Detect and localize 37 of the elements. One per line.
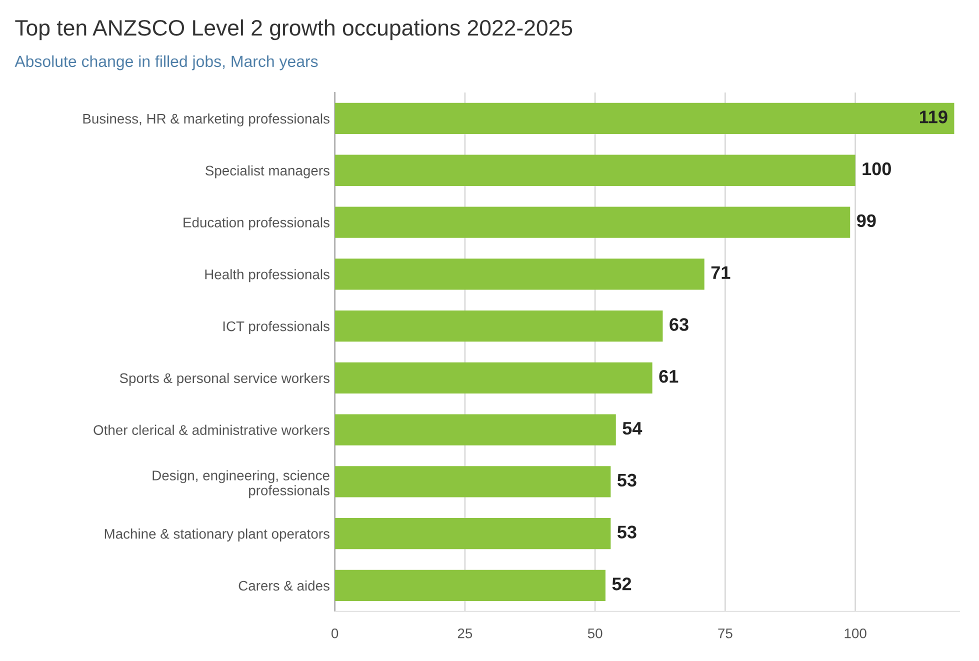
x-tick-label: 0: [332, 628, 338, 638]
y-tick-label: Sports & personal service workers: [120, 372, 330, 386]
chart-title: Top ten ANZSCO Level 2 growth occupations 2022-2025: [15, 19, 572, 40]
bar: [334, 414, 616, 446]
bar: [334, 258, 704, 290]
data-label: 54: [622, 422, 642, 435]
bar: [334, 570, 606, 602]
y-tick-label: Design, engineering, science professionals: [152, 470, 330, 498]
bar: [334, 362, 652, 394]
y-tick-label: Other clerical & administrative workers: [94, 424, 330, 435]
y-tick-label: Business, HR & marketing professionals: [83, 113, 330, 126]
x-tick-label: 100: [844, 628, 866, 638]
y-tick-label: Health professionals: [205, 269, 330, 282]
bar: [334, 154, 856, 186]
y-tick-label: ICT professionals: [223, 321, 330, 334]
x-tick-label: 50: [588, 628, 602, 638]
x-tick-label: 75: [718, 628, 732, 638]
y-tick-label: Specialist managers: [206, 165, 330, 178]
y-tick-label: Machine & stationary plant operators: [104, 528, 330, 542]
text: Absolute change in filled jobs, March years: [14, 55, 318, 70]
bar: [334, 518, 611, 550]
data-label: 53: [617, 474, 636, 487]
data-label: 119: [920, 110, 948, 124]
bar: [334, 206, 850, 238]
data-label: 63: [670, 318, 688, 331]
data-label: 71: [711, 266, 730, 279]
data-label: 99: [856, 214, 876, 228]
y-tick-label: Carers & aides: [238, 580, 330, 591]
data-label: 52: [612, 578, 632, 590]
data-label: 53: [617, 526, 636, 538]
bar: [334, 466, 611, 498]
data-label: 61: [659, 370, 678, 383]
y-tick-label: Education professionals: [184, 217, 330, 230]
data-label: 100: [862, 162, 891, 176]
x-tick-label: 25: [458, 628, 472, 638]
bar: [334, 102, 954, 134]
bar: [334, 310, 663, 342]
